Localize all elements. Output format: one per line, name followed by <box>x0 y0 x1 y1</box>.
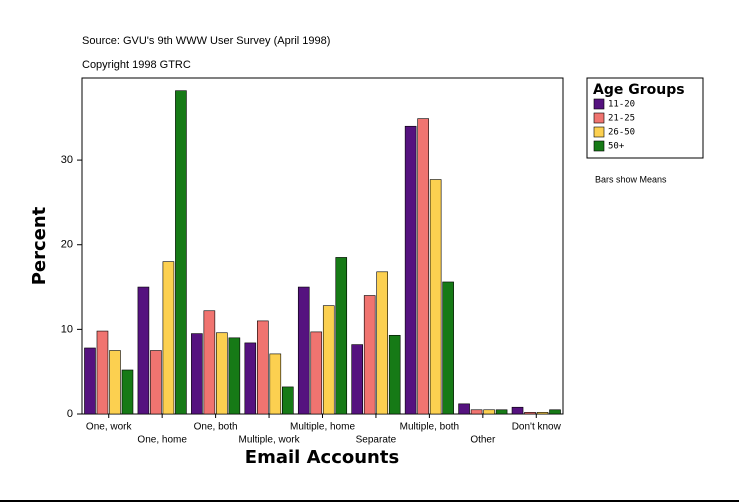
bar <box>109 350 121 415</box>
legend-title: Age Groups <box>593 82 685 98</box>
legend-label: 26-50 <box>608 128 635 138</box>
bar <box>322 305 335 415</box>
bar <box>257 320 269 415</box>
legend-label: 11-20 <box>608 100 635 110</box>
bar <box>121 369 134 415</box>
bar <box>175 90 187 415</box>
bar <box>310 331 323 415</box>
legend-swatch <box>593 140 605 152</box>
bar <box>96 330 109 415</box>
bar <box>376 271 388 415</box>
bar <box>536 412 549 415</box>
bar <box>495 409 508 415</box>
legend-box <box>586 77 704 159</box>
bar <box>417 118 429 415</box>
y-tick-label: 10 <box>61 323 73 335</box>
bar <box>150 350 162 415</box>
bar <box>297 286 310 415</box>
legend-label: 50+ <box>608 142 625 152</box>
x-axis-label: Email Accounts <box>245 447 399 468</box>
y-tick-label: 0 <box>67 408 73 420</box>
chart-title: Source: GVU's 9th WWW User Survey (April… <box>82 35 330 47</box>
bar <box>84 347 96 415</box>
bar <box>524 412 536 415</box>
bar <box>191 333 203 415</box>
bar <box>137 286 150 415</box>
bar <box>203 310 216 415</box>
bar <box>442 281 454 415</box>
legend-swatch <box>593 98 605 110</box>
annotation: Bars show Means <box>595 174 667 184</box>
x-tick-label: One, both <box>194 422 238 433</box>
bar <box>282 386 294 415</box>
bar <box>388 334 401 415</box>
legend-swatch <box>593 112 605 124</box>
legend-swatch <box>593 126 605 138</box>
bar <box>458 403 470 415</box>
bar <box>483 409 495 415</box>
x-tick-label: Separate <box>356 435 397 446</box>
x-tick-label: Multiple, work <box>238 435 300 446</box>
bar <box>269 353 282 415</box>
bar <box>351 344 363 415</box>
bar <box>228 337 241 415</box>
legend-label: 21-25 <box>608 114 635 124</box>
bar <box>470 409 483 415</box>
bar <box>404 125 417 415</box>
y-tick-label: 30 <box>61 154 73 166</box>
bar <box>335 257 348 415</box>
y-tick-label: 20 <box>61 239 73 251</box>
x-tick-label: One, work <box>86 422 133 433</box>
bar <box>244 342 257 415</box>
y-axis-label: Percent <box>29 206 50 285</box>
x-tick-label: Don't know <box>512 422 562 433</box>
bar <box>511 406 524 415</box>
x-tick-label: Other <box>470 435 496 446</box>
bar <box>216 332 228 415</box>
x-tick-label: Multiple, home <box>290 422 355 433</box>
chart-subtitle: Copyright 1998 GTRC <box>82 59 191 71</box>
bar <box>429 179 442 415</box>
x-tick-label: Multiple, both <box>400 422 459 433</box>
bar <box>363 295 376 415</box>
bar <box>549 409 561 415</box>
x-tick-label: One, home <box>137 435 187 446</box>
bar <box>162 261 175 415</box>
